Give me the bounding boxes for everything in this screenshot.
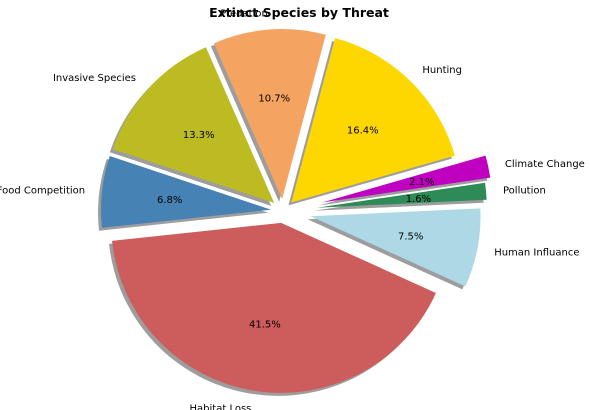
slice-pct-pollution: 1.6%: [406, 194, 431, 205]
slice-label-predation: Predation: [220, 9, 268, 20]
slice-human-influance: [310, 208, 481, 287]
slice-label-climate-change: Climate Change: [505, 159, 585, 170]
slice-invasive-species: [112, 47, 275, 203]
slice-label-invasive-species: Invasive Species: [53, 73, 136, 84]
slice-food-competition: [101, 156, 272, 228]
slice-habitat-loss: [112, 222, 436, 393]
slice-label-pollution: Pollution: [503, 186, 546, 197]
slice-pct-invasive-species: 13.3%: [183, 130, 215, 141]
slice-label-human-influance: Human Influance: [494, 248, 579, 259]
slice-label-hunting: Hunting: [422, 65, 462, 76]
slice-label-food-competition: Food Competition: [0, 186, 85, 197]
slice-predation: [213, 29, 326, 200]
slice-pct-hunting: 16.4%: [347, 126, 379, 137]
slice-pct-food-competition: 6.8%: [157, 195, 182, 206]
slice-pollution: [316, 182, 487, 208]
slice-label-habitat-loss: Habitat Loss: [190, 404, 252, 410]
slice-pct-human-influance: 7.5%: [398, 232, 423, 243]
slice-pct-habitat-loss: 41.5%: [249, 320, 281, 331]
pie-slices: [101, 29, 491, 393]
slice-climate-change: [322, 155, 491, 203]
chart-title: Extinct Species by Threat: [209, 5, 389, 20]
slice-hunting: [291, 38, 455, 203]
slice-labels: Hunting 16.4% Predation 10.7% Invasive Speci…: [0, 9, 585, 410]
slice-pct-climate-change: 2.1%: [409, 177, 434, 188]
slice-pct-predation: 10.7%: [258, 93, 290, 104]
